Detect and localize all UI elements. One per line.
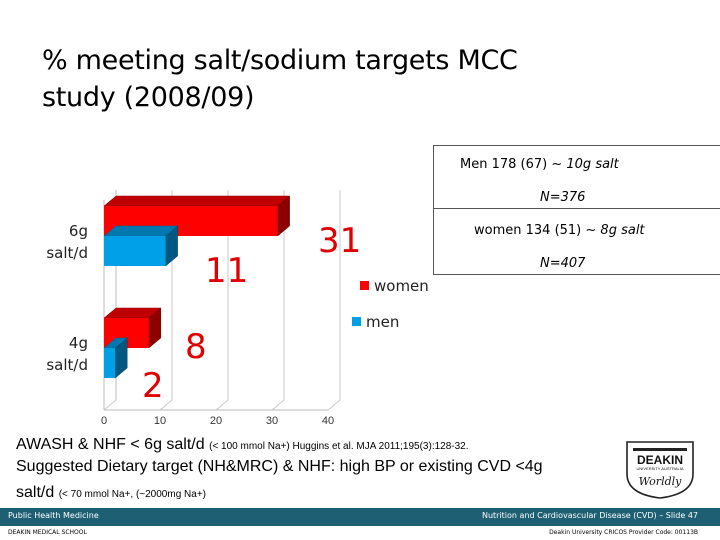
legend-swatch-men bbox=[352, 317, 361, 326]
bar-men-1 bbox=[104, 348, 116, 378]
note-line-3-small: (< 70 mmol Na+, (~2000mg Na+) bbox=[58, 489, 206, 500]
sample-info-box: Men 178 (67) ~ 10g salt N=376 women 134 … bbox=[433, 145, 720, 275]
note-line-3: salt/d (< 70 mmol Na+, (~2000mg Na+) bbox=[16, 484, 206, 502]
bar-women-0-top bbox=[103, 195, 291, 207]
floor-line-2 bbox=[215, 399, 229, 411]
floor-line-3 bbox=[271, 399, 285, 411]
men-info: Men 178 (67) ~ 10g salt bbox=[460, 157, 619, 172]
legend-label-women: women bbox=[374, 277, 429, 295]
bar-men-0 bbox=[104, 236, 166, 266]
logo-tagline: Worldly bbox=[639, 475, 683, 488]
x-tick-label-2: 20 bbox=[210, 415, 222, 427]
women-sample-size: N=407 bbox=[540, 256, 586, 271]
note-line-1-main: AWASH & NHF < 6g salt/d bbox=[16, 436, 205, 453]
x-tick-label-3: 30 bbox=[266, 415, 278, 427]
bar-men-0-top bbox=[103, 225, 179, 237]
women-info-suffix: 8g salt bbox=[600, 223, 645, 238]
category-label-1: 4g salt/d bbox=[46, 334, 88, 374]
women-info: women 134 (51) ~ 8g salt bbox=[474, 223, 645, 238]
footer-bar: Public Health Medicine Nutrition and Car… bbox=[0, 508, 720, 526]
x-tick-label-0: 0 bbox=[101, 415, 107, 427]
slide-title-line-1: % meeting salt/sodium targets MCC bbox=[42, 45, 518, 76]
footer-left: Public Health Medicine bbox=[8, 511, 99, 520]
note-line-1-small: (< 100 mmol Na+) Huggins et al. MJA 2011… bbox=[209, 441, 469, 452]
data-label-men-1: 2 bbox=[142, 366, 164, 406]
men-info-suffix: 10g salt bbox=[566, 157, 619, 172]
legend-swatch-women bbox=[360, 281, 369, 290]
men-info-prefix: Men 178 (67) ~ bbox=[460, 157, 563, 172]
men-sample-size: N=376 bbox=[540, 190, 586, 205]
note-line-1: AWASH & NHF < 6g salt/d (< 100 mmol Na+)… bbox=[16, 436, 469, 454]
footer-sub-right: Deakin University CRICOS Provider Code: … bbox=[549, 529, 698, 536]
note-line-2: Suggested Dietary target (NH&MRC) & NHF:… bbox=[16, 458, 543, 475]
logo-name: DEAKIN bbox=[637, 453, 683, 467]
floor-line-0 bbox=[103, 399, 117, 411]
women-info-prefix: women 134 (51) ~ bbox=[474, 223, 597, 238]
slide-title: % meeting salt/sodium targets MCC study … bbox=[42, 42, 602, 116]
x-tick-label-1: 10 bbox=[154, 415, 166, 427]
data-label-men-0: 11 bbox=[205, 251, 248, 291]
category-label-0: 6g salt/d bbox=[46, 222, 88, 262]
data-label-women-1: 8 bbox=[185, 327, 207, 367]
slide-title-line-2: study (2008/09) bbox=[42, 82, 255, 113]
info-divider bbox=[434, 208, 720, 209]
floor-line-1 bbox=[159, 399, 173, 411]
floor-line-4 bbox=[327, 399, 341, 411]
data-label-women-0: 31 bbox=[318, 221, 361, 261]
x-tick-label-4: 40 bbox=[322, 415, 334, 427]
footer-right: Nutrition and Cardiovascular Disease (CV… bbox=[481, 511, 698, 520]
logo-subtitle: UNIVERSITY AUSTRALIA bbox=[636, 466, 683, 471]
deakin-logo: DEAKIN UNIVERSITY AUSTRALIA Worldly bbox=[626, 441, 694, 499]
note-line-3-main: salt/d bbox=[16, 484, 55, 501]
footer-sub-left: DEAKIN MEDICAL SCHOOL bbox=[8, 529, 87, 536]
legend-label-men: men bbox=[366, 313, 400, 331]
